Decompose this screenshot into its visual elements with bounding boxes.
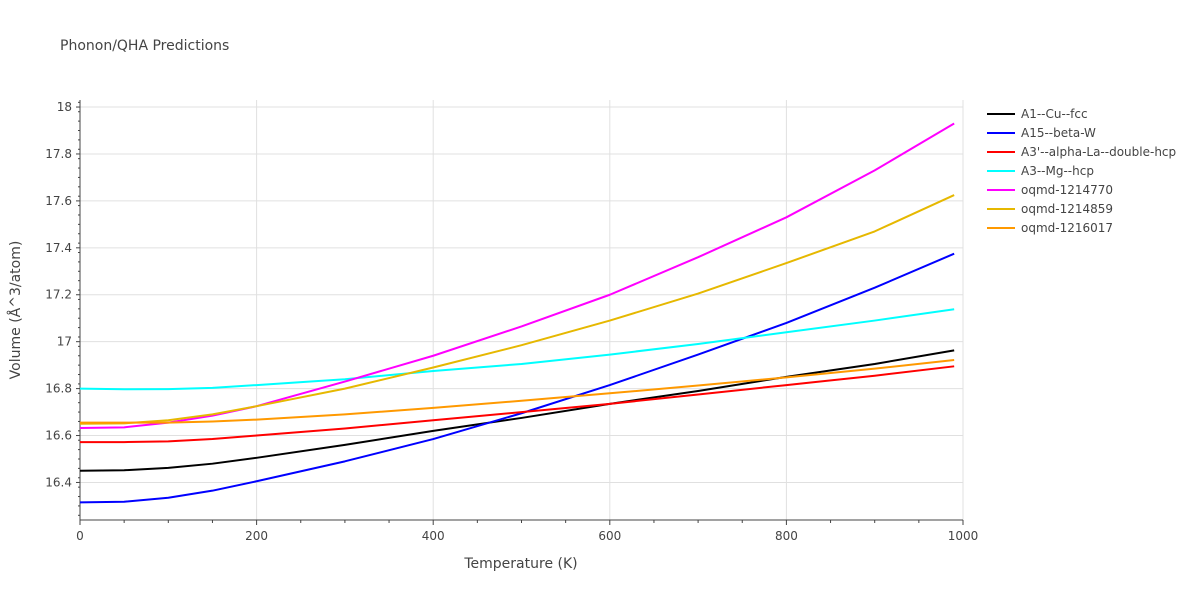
x-tick-label: 1000 (948, 529, 979, 543)
grid (80, 100, 964, 520)
legend-item[interactable]: oqmd-1214859 (987, 202, 1113, 216)
y-tick-label: 17.6 (45, 194, 72, 208)
legend-item[interactable]: oqmd-1216017 (987, 221, 1113, 235)
legend-item[interactable]: A15--beta-W (987, 126, 1096, 140)
y-tick-label: 16.4 (45, 475, 72, 489)
legend-item[interactable]: A1--Cu--fcc (987, 107, 1088, 121)
series-line-1[interactable] (79, 349, 955, 472)
y-axis-title: Volume (Å^3/atom) (7, 241, 24, 380)
axes: 0 200 400 600 800 1000 16.4 16.6 16.8 17 17.2 17.4 1… (45, 100, 978, 543)
y-tick-label: 16.6 (45, 429, 72, 443)
series-line-7[interactable] (80, 358, 955, 424)
series-line-3[interactable] (80, 365, 955, 444)
y-tick-label: 17 (57, 335, 72, 349)
chart-title: Phonon/QHA Predictions (60, 38, 229, 54)
x-tick-label: 200 (245, 529, 268, 543)
legend-item[interactable]: A3'--alpha-La--double-hcp (987, 145, 1176, 159)
x-tick-label: 600 (598, 529, 621, 543)
legend-label: oqmd-1214770 (1021, 183, 1113, 197)
legend-label: A1--Cu--fcc (1021, 107, 1088, 121)
y-tick-label: 17.8 (45, 147, 72, 161)
legend[interactable]: A1--Cu--fcc A15--beta-W A3'--alpha-La--dou… (987, 107, 1176, 235)
y-tick-label: 16.8 (45, 382, 72, 396)
legend-label: A3--Mg--hcp (1021, 164, 1094, 178)
x-axis-title: Temperature (K) (463, 556, 577, 572)
legend-label: oqmd-1216017 (1021, 221, 1113, 235)
series-line-6[interactable] (79, 194, 955, 425)
legend-label: A3'--alpha-La--double-hcp (1021, 145, 1176, 159)
legend-label: oqmd-1214859 (1021, 202, 1113, 216)
y-tick-label: 18 (57, 100, 72, 114)
series-lines (79, 122, 955, 504)
legend-item[interactable]: A3--Mg--hcp (987, 164, 1094, 178)
series-line-2[interactable] (79, 252, 955, 504)
x-tick-label: 0 (76, 529, 84, 543)
legend-item[interactable]: oqmd-1214770 (987, 183, 1113, 197)
series-line-5[interactable] (79, 122, 955, 430)
x-tick-label: 800 (775, 529, 798, 543)
y-tick-label: 17.4 (45, 241, 72, 255)
y-tick-label: 17.2 (45, 288, 72, 302)
series-line-4[interactable] (79, 308, 955, 391)
x-tick-label: 400 (422, 529, 445, 543)
legend-label: A15--beta-W (1021, 126, 1096, 140)
